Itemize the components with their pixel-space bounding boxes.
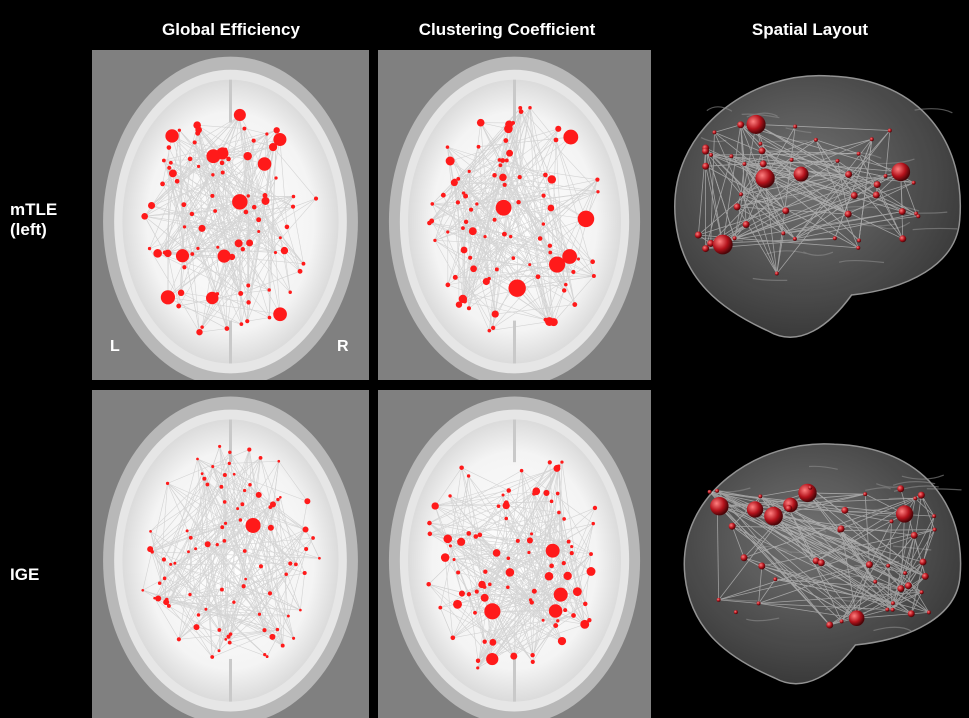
col-title-clustering-coefficient: Clustering Coefficient bbox=[418, 20, 596, 39]
axial-brain-map bbox=[92, 390, 369, 718]
panel-ige-spatial-layout bbox=[670, 425, 969, 700]
row-label-ige-line1: IGE bbox=[10, 565, 40, 584]
panel-mtle-global-efficiency: L R bbox=[92, 50, 369, 380]
panel-ige-clustering-coefficient bbox=[378, 390, 651, 718]
label-right: R bbox=[337, 338, 349, 355]
axial-brain-map bbox=[92, 50, 369, 380]
panel-mtle-spatial-layout bbox=[660, 55, 969, 355]
col-title-spatial-layout: Spatial Layout bbox=[751, 20, 869, 39]
brain-3d-render bbox=[683, 443, 962, 685]
row-label-mtle: mTLE (left) bbox=[10, 200, 57, 240]
panel-mtle-clustering-coefficient bbox=[378, 50, 651, 380]
row-label-mtle-line2: (left) bbox=[10, 220, 47, 239]
axial-brain-map bbox=[378, 390, 651, 718]
axial-brain-map bbox=[378, 50, 651, 380]
row-label-ige: IGE bbox=[10, 565, 39, 585]
brain-3d-render bbox=[674, 74, 962, 338]
panel-ige-global-efficiency bbox=[92, 390, 369, 718]
label-left: L bbox=[110, 338, 120, 355]
row-label-mtle-line1: mTLE bbox=[10, 200, 58, 219]
col-title-global-efficiency: Global Efficiency bbox=[162, 20, 300, 39]
